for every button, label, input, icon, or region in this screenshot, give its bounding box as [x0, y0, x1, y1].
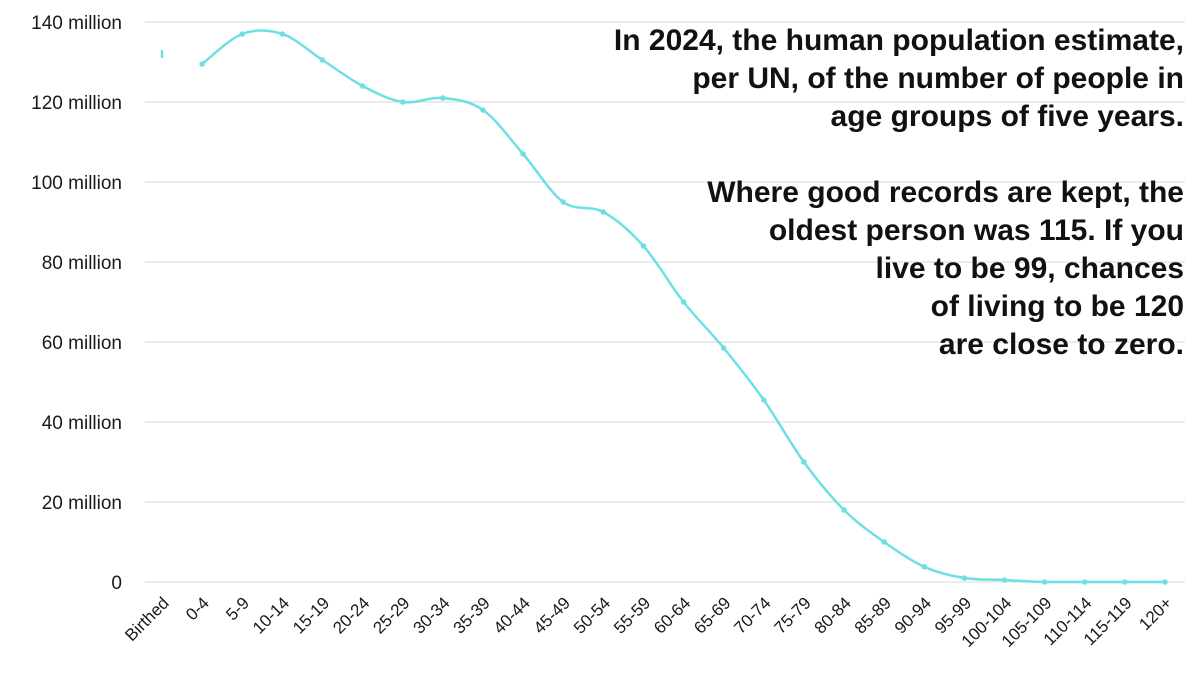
x-tick-label: 75-79: [771, 593, 815, 637]
x-tick-label: Birthed: [121, 593, 173, 645]
y-axis-tick-labels: 0 20 million 40 million 60 million 80 millio…: [31, 13, 122, 594]
data-point: [961, 575, 968, 581]
data-point: [480, 107, 486, 113]
data-point: [921, 564, 928, 570]
y-tick-label: 20 million: [42, 493, 122, 514]
data-point: [520, 151, 526, 157]
data-point: [600, 209, 607, 215]
x-tick-label: 45-49: [530, 593, 574, 637]
x-tick-label: 120+: [1135, 593, 1176, 634]
x-tick-label: 55-59: [610, 593, 654, 637]
y-tick-label: 40 million: [42, 413, 122, 434]
x-tick-label: 60-64: [650, 593, 694, 637]
x-tick-label: 40-44: [490, 593, 534, 637]
x-tick-label: 5-9: [222, 593, 253, 624]
data-point: [1122, 579, 1128, 585]
x-tick-label: 0-4: [182, 593, 213, 624]
data-point: [841, 507, 847, 513]
x-axis-tick-labels: Birthed 0-4 5-910-1415-1920-2425-2930-3435…: [121, 593, 1176, 651]
data-point: [1041, 579, 1048, 585]
data-point: [761, 397, 767, 403]
data-point: [1081, 579, 1088, 585]
y-tick-label: 100 million: [31, 173, 122, 194]
data-point: [881, 539, 887, 545]
y-tick-label: 80 million: [42, 253, 122, 274]
population-series: [160, 29, 1168, 585]
data-point: [359, 83, 366, 89]
data-point: [1001, 577, 1008, 583]
data-point: [239, 31, 246, 37]
x-tick-label: 80-84: [811, 593, 855, 637]
data-point: [801, 459, 807, 465]
data-point: [1162, 579, 1168, 585]
data-point: [720, 345, 727, 351]
annotation-paragraph-2: Where good records are kept, the oldest …: [707, 176, 1184, 361]
gridlines: [145, 21, 1185, 583]
x-tick-label: 70-74: [730, 593, 774, 637]
x-tick-label: 90-94: [891, 593, 935, 637]
x-tick-label: 15-19: [289, 593, 333, 637]
data-point: [560, 199, 566, 205]
x-tick-label: 50-54: [570, 593, 614, 637]
x-tick-label: 30-34: [409, 593, 453, 637]
data-point: [199, 61, 205, 67]
data-point: [440, 95, 446, 101]
x-tick-label: 85-89: [851, 593, 895, 637]
data-point: [319, 57, 326, 63]
y-tick-label: 120 million: [31, 93, 122, 114]
y-tick-label: 60 million: [42, 333, 122, 354]
data-point: [680, 299, 687, 305]
x-tick-label: 20-24: [329, 593, 373, 637]
x-tick-label: 35-39: [450, 593, 494, 637]
data-point: [640, 243, 647, 249]
y-tick-label: 140 million: [31, 13, 122, 34]
y-tick-label: 0: [111, 573, 122, 594]
x-tick-label: 10-14: [249, 593, 293, 637]
chart-annotation: In 2024, the human population estimate, …: [564, 22, 1184, 364]
data-point: [279, 31, 286, 37]
annotation-paragraph-1: In 2024, the human population estimate, …: [613, 24, 1184, 133]
x-tick-label: 25-29: [369, 593, 413, 637]
data-point: [399, 99, 406, 105]
x-tick-label: 65-69: [690, 593, 734, 637]
